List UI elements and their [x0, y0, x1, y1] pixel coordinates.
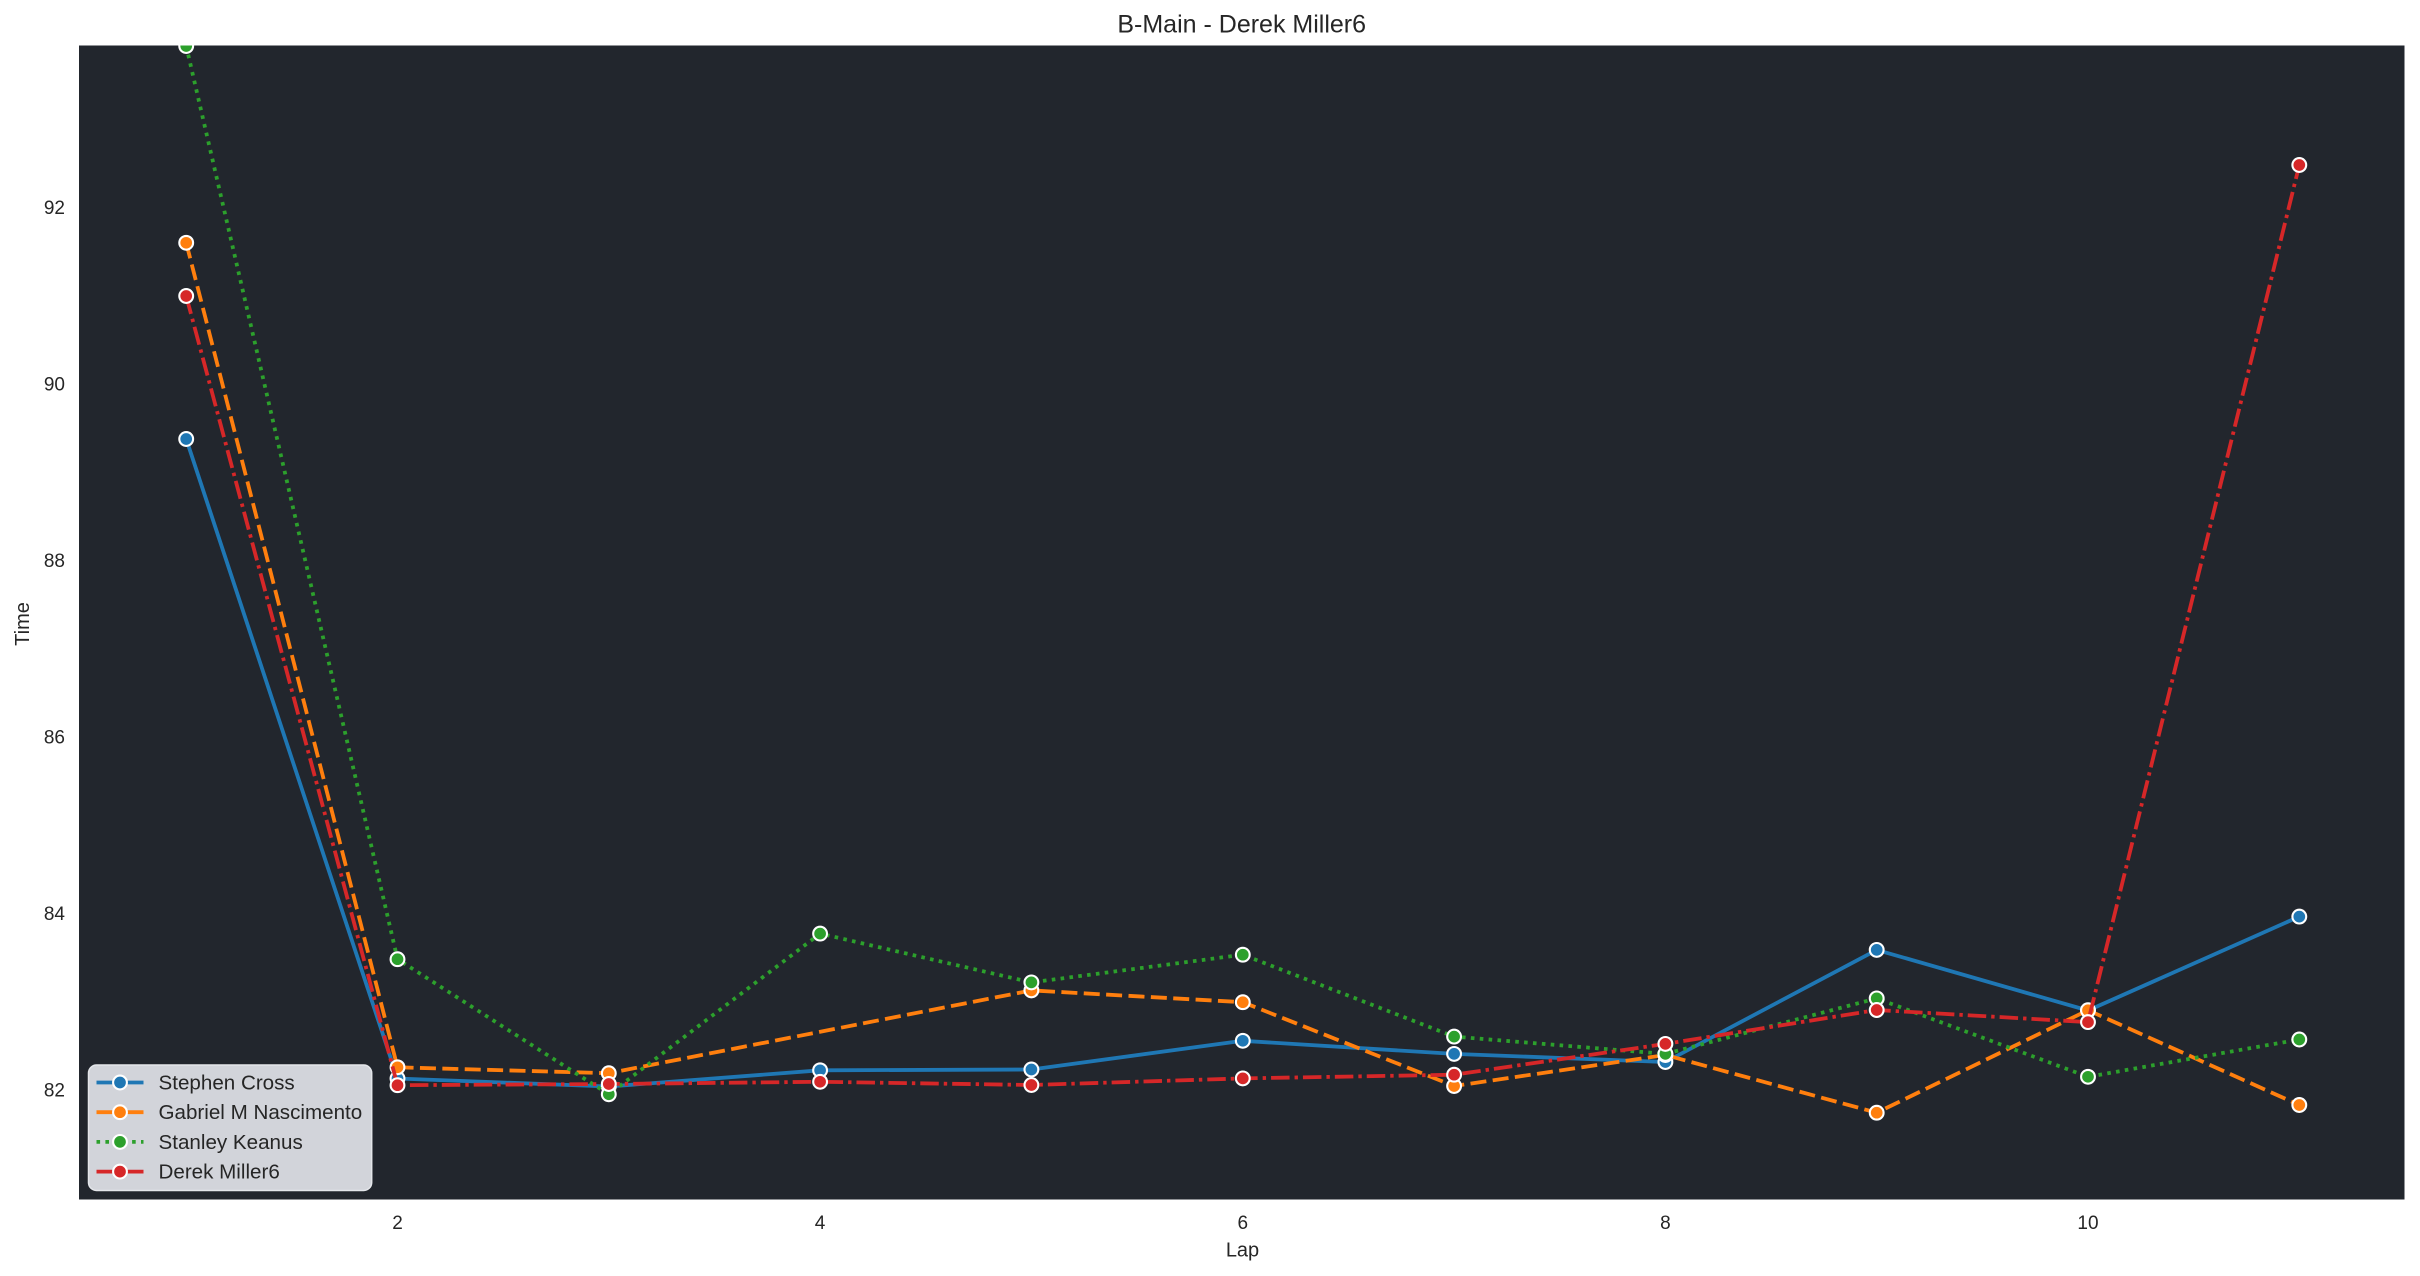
- svg-text:2: 2: [392, 1213, 403, 1234]
- svg-text:10: 10: [2077, 1213, 2098, 1234]
- svg-text:86: 86: [44, 727, 65, 748]
- svg-text:Time: Time: [12, 602, 34, 646]
- svg-text:Lap: Lap: [1226, 1240, 1259, 1262]
- svg-text:Gabriel M Nascimento: Gabriel M Nascimento: [159, 1101, 363, 1124]
- svg-text:8: 8: [1660, 1213, 1671, 1234]
- svg-text:6: 6: [1238, 1213, 1249, 1234]
- svg-text:Stanley Keanus: Stanley Keanus: [159, 1131, 303, 1154]
- svg-text:90: 90: [44, 375, 65, 396]
- svg-text:Derek Miller6: Derek Miller6: [159, 1161, 280, 1184]
- svg-text:B-Main - Derek Miller6: B-Main - Derek Miller6: [1117, 11, 1366, 39]
- svg-text:82: 82: [44, 1080, 65, 1101]
- svg-text:92: 92: [44, 198, 65, 219]
- svg-text:88: 88: [44, 551, 65, 572]
- svg-text:4: 4: [815, 1213, 826, 1234]
- svg-text:Stephen Cross: Stephen Cross: [159, 1071, 295, 1094]
- svg-text:84: 84: [44, 904, 66, 925]
